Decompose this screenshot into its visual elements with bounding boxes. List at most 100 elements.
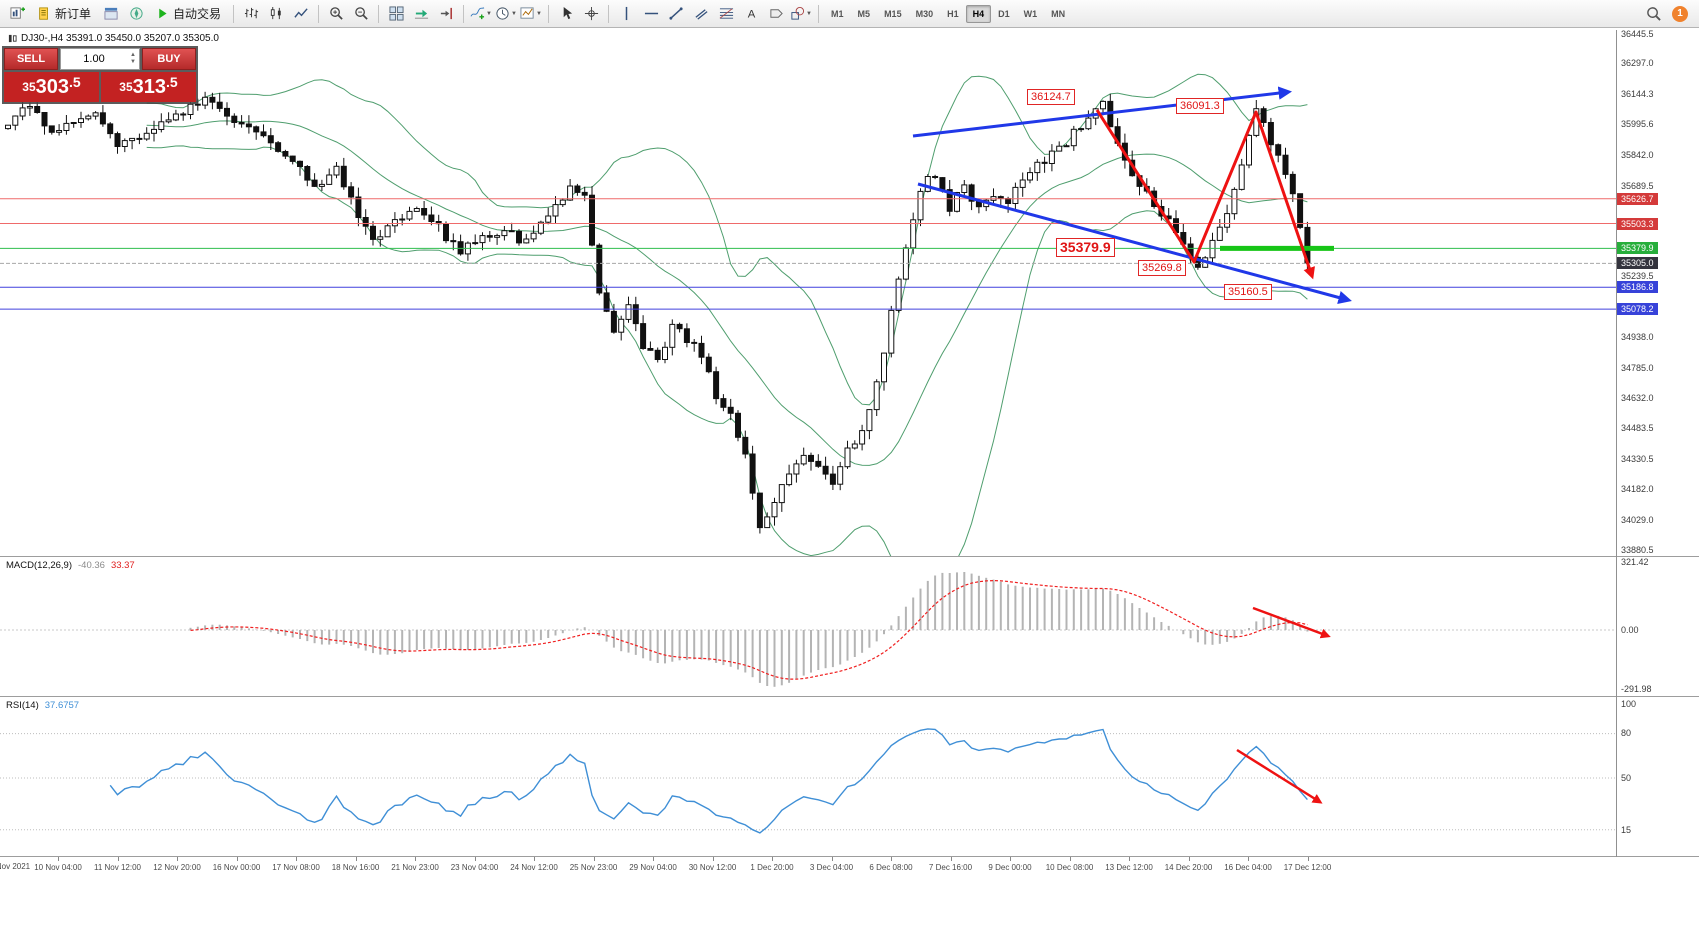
templates-icon[interactable]: ▼ (519, 3, 543, 25)
trendline-icon[interactable] (664, 3, 688, 25)
chart-annotation[interactable]: 35160.5 (1224, 284, 1272, 300)
zoom-out-icon[interactable] (349, 3, 373, 25)
timeframe-button-m15[interactable]: M15 (884, 8, 902, 19)
time-axis-tick (355, 857, 357, 861)
price-scale-label: 34632.0 (1621, 393, 1654, 404)
chart-annotation[interactable]: 35269.8 (1138, 260, 1186, 276)
time-axis-label: 10 Dec 08:00 (1045, 863, 1094, 872)
price-scale-label: 36144.3 (1621, 89, 1654, 100)
timeframe-button-d1[interactable]: D1 (998, 8, 1010, 19)
time-axis-label: 21 Nov 23:00 (391, 863, 439, 872)
line-chart-icon[interactable] (289, 3, 313, 25)
time-axis-tick (1248, 857, 1249, 861)
timeframe-button-mn[interactable]: MN (1051, 8, 1066, 19)
timeframe-button-m5[interactable]: M5 (857, 8, 871, 19)
time-axis-label: 18 Nov 16:00 (331, 863, 380, 872)
time-axis-label: 12 Nov 20:00 (153, 863, 201, 872)
time-axis-label: 24 Nov 12:00 (510, 863, 558, 872)
time-axis-label: 23 Nov 04:00 (450, 863, 499, 872)
tile-windows-icon[interactable] (384, 3, 408, 25)
timeframe-button-w1[interactable]: W1 (1023, 8, 1038, 19)
shapes-icon[interactable]: ▼ (789, 3, 813, 25)
pane-divider[interactable] (0, 696, 1699, 697)
main-chart-canvas[interactable] (0, 30, 1616, 556)
rsi-scale-label: 50 (1621, 772, 1632, 783)
bar-chart-icon[interactable] (239, 3, 263, 25)
time-axis-tick (1069, 857, 1071, 861)
price-scale-label: 36297.0 (1621, 58, 1654, 69)
new-chart-icon[interactable] (5, 3, 29, 25)
timeframe-button-h1[interactable]: H1 (947, 8, 959, 19)
rsi-indicator-label: RSI(14) 37.6757 (6, 700, 80, 711)
toolbar-separator (608, 4, 610, 23)
horizontal-line-icon[interactable] (639, 3, 663, 25)
auto-trading-play-icon (159, 8, 167, 19)
price-scale-label: 34938.0 (1621, 331, 1654, 342)
rsi-scale-label: 80 (1621, 727, 1632, 738)
time-axis-tick (831, 857, 833, 861)
cursor-icon[interactable] (554, 3, 578, 25)
buy-button[interactable]: BUY (142, 48, 196, 70)
chart-shift-icon[interactable] (434, 3, 458, 25)
chart-annotation[interactable]: 36091.3 (1176, 98, 1224, 114)
toolbar-separator (463, 4, 465, 23)
time-axis-tick (58, 857, 59, 861)
time-axis-tick (1010, 857, 1011, 861)
rsi-pane-canvas[interactable] (0, 697, 1616, 856)
time-axis-label: 6 Dec 08:00 (869, 863, 913, 872)
buy-price[interactable]: 35 313.5 (101, 72, 196, 102)
time-axis-tick (950, 857, 952, 861)
time-axis-tick (653, 857, 654, 861)
channel-icon[interactable] (689, 3, 713, 25)
rsi-scale-label: 15 (1621, 824, 1632, 835)
time-axis-tick (891, 857, 892, 861)
search-icon[interactable] (1641, 3, 1665, 25)
zoom-in-icon[interactable] (324, 3, 348, 25)
macd-scale-label: -291.98 (1621, 683, 1652, 694)
price-scale-label: 34182.0 (1621, 483, 1654, 494)
sell-price[interactable]: 35 303.5 (4, 72, 99, 102)
price-axis-border (1616, 30, 1617, 857)
rsi-scale-label: 100 (1621, 698, 1637, 709)
time-axis-label: 16 Nov 00:00 (212, 863, 261, 872)
time-axis-label: 11 Nov 12:00 (94, 863, 141, 872)
indicators-icon[interactable]: ▼ (469, 3, 493, 25)
volume-decrease-button[interactable]: ▼ (130, 59, 136, 65)
pane-divider[interactable] (0, 556, 1699, 557)
timeframe-group: M1 M5 M15 M30 H1 H4 D1 W1 MN (824, 4, 1072, 23)
time-axis-tick (177, 857, 178, 861)
crosshair-icon[interactable] (579, 3, 603, 25)
candlestick-chart-icon[interactable] (264, 3, 288, 25)
notification-badge[interactable]: 1 (1672, 5, 1688, 22)
symbol-icon (8, 34, 17, 43)
navigator-icon[interactable] (124, 3, 148, 25)
new-order-button[interactable]: 新订单 (30, 3, 98, 25)
volume-spinner: ▲ ▼ (128, 49, 138, 69)
time-axis-tick (593, 857, 595, 861)
fibonacci-icon[interactable] (714, 3, 738, 25)
market-watch-icon[interactable] (99, 3, 123, 25)
macd-pane-canvas[interactable] (0, 557, 1616, 696)
chart-annotation[interactable]: 35379.9 (1056, 238, 1115, 257)
timeframe-button-m30[interactable]: M30 (915, 8, 934, 19)
price-scale-label: 35689.5 (1621, 180, 1654, 191)
vertical-line-icon[interactable] (614, 3, 638, 25)
timeframe-button-m1[interactable]: M1 (831, 8, 844, 19)
time-axis-tick (415, 857, 416, 861)
auto-trading-button[interactable]: 自动交易 (149, 3, 228, 25)
label-icon[interactable] (764, 3, 788, 25)
volume-field: ▲ ▼ (60, 48, 140, 70)
volume-increase-button[interactable]: ▲ (130, 52, 136, 58)
volume-input[interactable] (61, 53, 139, 65)
time-axis-label: 17 Dec 12:00 (1283, 863, 1332, 872)
time-axis-label: 13 Dec 12:00 (1105, 863, 1153, 872)
chart-annotation[interactable]: 36124.7 (1027, 89, 1075, 105)
sell-button[interactable]: SELL (4, 48, 58, 70)
timeframe-button-h4[interactable]: H4 (965, 4, 992, 23)
periods-icon[interactable]: ▼ (494, 3, 518, 25)
auto-scroll-icon[interactable] (409, 3, 433, 25)
toolbar-separator (318, 4, 320, 23)
text-icon[interactable]: A (739, 3, 763, 25)
time-axis-label: 9 Dec 00:00 (988, 863, 1032, 872)
time-axis-tick (712, 857, 714, 861)
